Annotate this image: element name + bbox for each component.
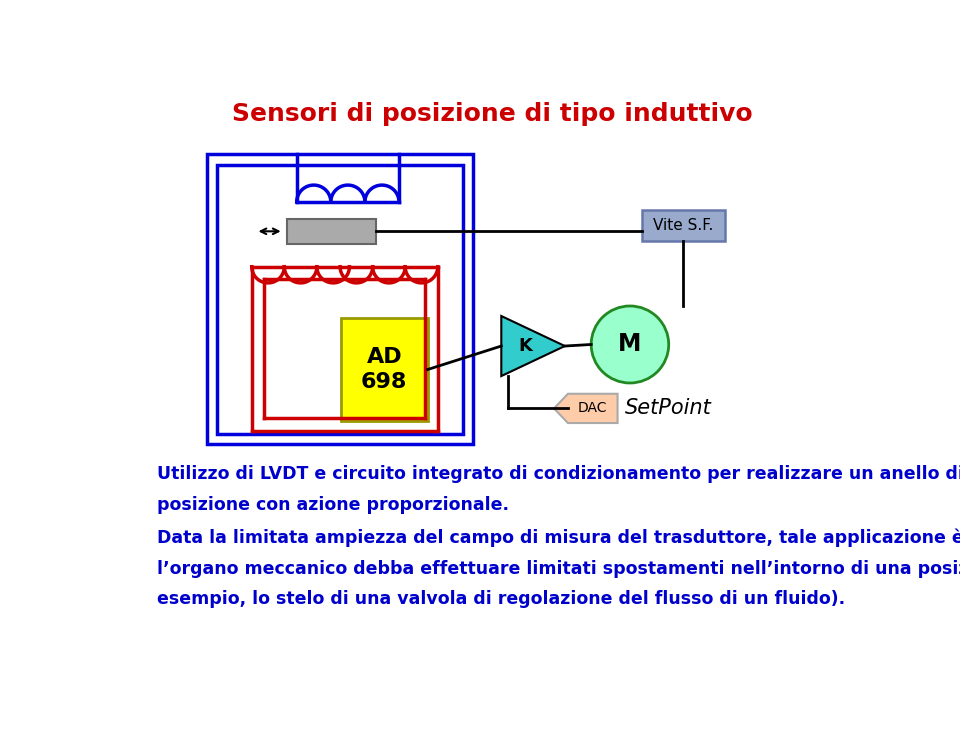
Text: SetPoint: SetPoint	[625, 399, 712, 418]
Text: AD
698: AD 698	[361, 347, 407, 392]
Polygon shape	[501, 316, 564, 376]
Text: K: K	[518, 337, 533, 355]
Circle shape	[591, 306, 669, 383]
FancyBboxPatch shape	[641, 210, 725, 241]
Text: Sensori di posizione di tipo induttivo: Sensori di posizione di tipo induttivo	[231, 102, 753, 126]
Text: Utilizzo di LVDT e circuito integrato di condizionamento per realizzare un anell: Utilizzo di LVDT e circuito integrato di…	[157, 465, 960, 514]
Text: Vite S.F.: Vite S.F.	[653, 218, 713, 233]
Text: DAC: DAC	[578, 401, 608, 415]
Polygon shape	[554, 393, 617, 423]
FancyBboxPatch shape	[341, 318, 427, 421]
FancyBboxPatch shape	[287, 219, 375, 244]
Text: M: M	[618, 333, 641, 357]
Text: Data la limitata ampiezza del campo di misura del trasduttore, tale applicazione: Data la limitata ampiezza del campo di m…	[157, 528, 960, 608]
